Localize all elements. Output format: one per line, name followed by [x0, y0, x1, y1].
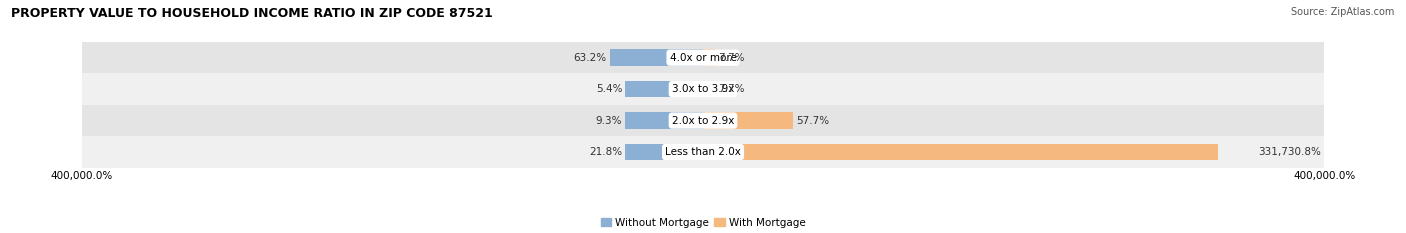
Legend: Without Mortgage, With Mortgage: Without Mortgage, With Mortgage [596, 213, 810, 232]
Text: Less than 2.0x: Less than 2.0x [665, 147, 741, 157]
Text: 7.7%: 7.7% [718, 84, 745, 94]
Text: 5.4%: 5.4% [596, 84, 623, 94]
Text: 7.7%: 7.7% [718, 53, 745, 63]
Bar [82, 42, 1324, 73]
Text: 57.7%: 57.7% [796, 116, 830, 126]
Bar [82, 136, 1324, 168]
Bar [703, 81, 716, 97]
Text: Source: ZipAtlas.com: Source: ZipAtlas.com [1291, 7, 1395, 17]
Bar [610, 49, 703, 66]
Bar [626, 81, 703, 97]
Bar [703, 112, 793, 129]
Bar [703, 49, 716, 66]
Bar [626, 112, 703, 129]
Text: PROPERTY VALUE TO HOUSEHOLD INCOME RATIO IN ZIP CODE 87521: PROPERTY VALUE TO HOUSEHOLD INCOME RATIO… [11, 7, 494, 20]
Bar [703, 144, 1219, 160]
Text: 21.8%: 21.8% [589, 147, 623, 157]
Text: 331,730.8%: 331,730.8% [1258, 147, 1322, 157]
Text: 9.3%: 9.3% [596, 116, 623, 126]
Text: 4.0x or more: 4.0x or more [669, 53, 737, 63]
Bar [82, 73, 1324, 105]
Text: 63.2%: 63.2% [574, 53, 606, 63]
Text: 2.0x to 2.9x: 2.0x to 2.9x [672, 116, 734, 126]
Bar [82, 105, 1324, 136]
Text: 3.0x to 3.9x: 3.0x to 3.9x [672, 84, 734, 94]
Bar [626, 144, 703, 160]
